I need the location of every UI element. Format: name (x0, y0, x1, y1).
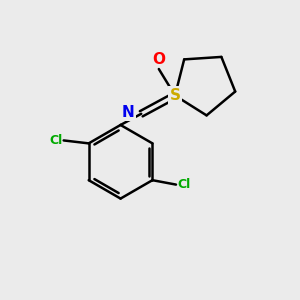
Text: Cl: Cl (178, 178, 191, 191)
Text: Cl: Cl (49, 134, 62, 147)
Text: S: S (169, 88, 181, 103)
Text: O: O (152, 52, 165, 67)
Text: N: N (122, 105, 135, 120)
